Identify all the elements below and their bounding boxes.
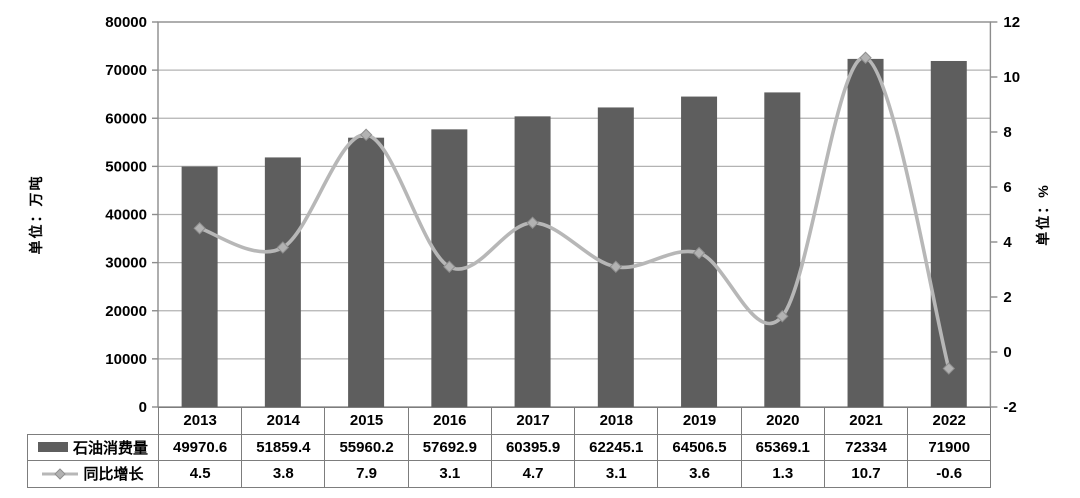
- year-cell: 2018: [574, 407, 659, 435]
- value-cell: 71900: [907, 433, 992, 461]
- line-marker-2016: [443, 260, 456, 273]
- line-marker-2020: [776, 310, 789, 323]
- right-axis-tick-label: 2: [1003, 289, 1011, 306]
- left-axis-tick-label: 0: [139, 399, 147, 416]
- line-marker-2014: [276, 241, 290, 254]
- legend-cell: 石油消费量: [27, 433, 159, 461]
- left-axis-tick-label: 10000: [105, 351, 147, 368]
- left-axis-title: 单位：万吨: [28, 175, 44, 255]
- bar-2015: [348, 137, 385, 408]
- bar-2014: [264, 157, 301, 407]
- bar-2017: [514, 116, 551, 408]
- year-cell: 2014: [241, 407, 326, 435]
- line-marker-2019: [692, 246, 706, 260]
- right-axis-tick-label: 8: [1003, 124, 1011, 141]
- left-axis-tick-label: 80000: [105, 14, 147, 31]
- year-cell: 2020: [740, 407, 825, 435]
- left-axis-tick-label: 70000: [105, 62, 147, 79]
- line-marker-2017: [526, 216, 539, 229]
- year-cell: 2016: [407, 407, 492, 435]
- value-cell: 3.1: [574, 460, 659, 488]
- table-corner-blank-cell: [28, 408, 159, 435]
- bar-2022: [930, 60, 967, 407]
- value-cell: 7.9: [324, 460, 409, 488]
- legend-label: 石油消费量: [72, 439, 148, 457]
- bar-2013: [181, 166, 218, 407]
- value-cell: 51859.4: [241, 433, 326, 461]
- left-axis-tick-label: 30000: [105, 255, 147, 272]
- value-cell: 64506.5: [657, 433, 742, 461]
- value-cell: 65369.1: [740, 433, 825, 461]
- line-marker-2022: [942, 362, 955, 375]
- line-series-swatch-icon: [42, 468, 79, 480]
- year-cell: 2015: [324, 407, 409, 435]
- value-cell: -0.6: [907, 460, 992, 488]
- left-axis-tick-label: 60000: [105, 110, 147, 127]
- right-axis-tick-label: -2: [1003, 399, 1016, 416]
- line-marker-2018: [609, 260, 623, 273]
- year-cell: 2021: [823, 407, 909, 435]
- value-cell: 55960.2: [324, 433, 409, 461]
- table-row: 石油消费量 49970.6 51859.4 55960.2 57692.9 60395.9…: [27, 433, 992, 461]
- chart-data-table: 2013 2014 2015 2016 2017 2018 2019 2020 2021 2022…: [27, 407, 992, 488]
- growth-line: [197, 55, 951, 371]
- value-cell: 57692.9: [407, 433, 492, 461]
- right-axis-title: 单位：%: [1035, 183, 1051, 245]
- right-axis-tick-label: 6: [1003, 179, 1011, 196]
- legend-label: 同比增长: [83, 466, 144, 484]
- year-cell: 2022: [907, 407, 992, 435]
- bar-2021: [847, 58, 884, 407]
- table-row: 同比增长 4.5 3.8 7.9 3.1 4.7 3.1 3.6 1.3 10.7 -0.6: [27, 460, 992, 488]
- line-marker-2015: [359, 128, 373, 141]
- value-cell: 60395.9: [490, 433, 576, 461]
- right-axis-tick-label: 10: [1003, 69, 1020, 86]
- legend-key: 石油消费量: [29, 437, 158, 458]
- value-cell: 72334: [823, 433, 909, 461]
- value-cell: 3.6: [657, 460, 742, 488]
- legend-key: 同比增长: [29, 463, 158, 484]
- value-cell: 10.7: [823, 460, 909, 488]
- bar-2020: [764, 92, 801, 408]
- right-axis-tick-label: 12: [1003, 14, 1020, 31]
- value-cell: 62245.1: [574, 433, 659, 461]
- line-marker-2021: [859, 51, 872, 64]
- year-header-row: 2013 2014 2015 2016 2017 2018 2019 2020 2021 2022: [28, 407, 992, 435]
- left-axis-tick-label: 40000: [105, 207, 147, 224]
- value-cell: 4.7: [490, 460, 576, 488]
- bar-series-swatch-icon: [37, 442, 68, 453]
- bar-2018: [597, 107, 634, 407]
- year-cell: 2013: [157, 407, 243, 435]
- year-cell: 2017: [490, 407, 576, 435]
- right-axis-tick-label: 4: [1003, 234, 1012, 251]
- year-cell: 2019: [657, 407, 742, 435]
- legend-cell: 同比增长: [27, 460, 159, 488]
- line-marker-2013: [193, 222, 206, 235]
- right-axis-tick-label: 0: [1003, 344, 1011, 361]
- left-axis-tick-label: 20000: [105, 303, 147, 320]
- value-cell: 49970.6: [157, 433, 243, 461]
- value-cell: 3.1: [407, 460, 492, 488]
- value-cell: 1.3: [740, 460, 825, 488]
- value-cell: 4.5: [157, 460, 243, 488]
- left-axis-tick-label: 50000: [105, 158, 147, 175]
- value-cell: 3.8: [241, 460, 326, 488]
